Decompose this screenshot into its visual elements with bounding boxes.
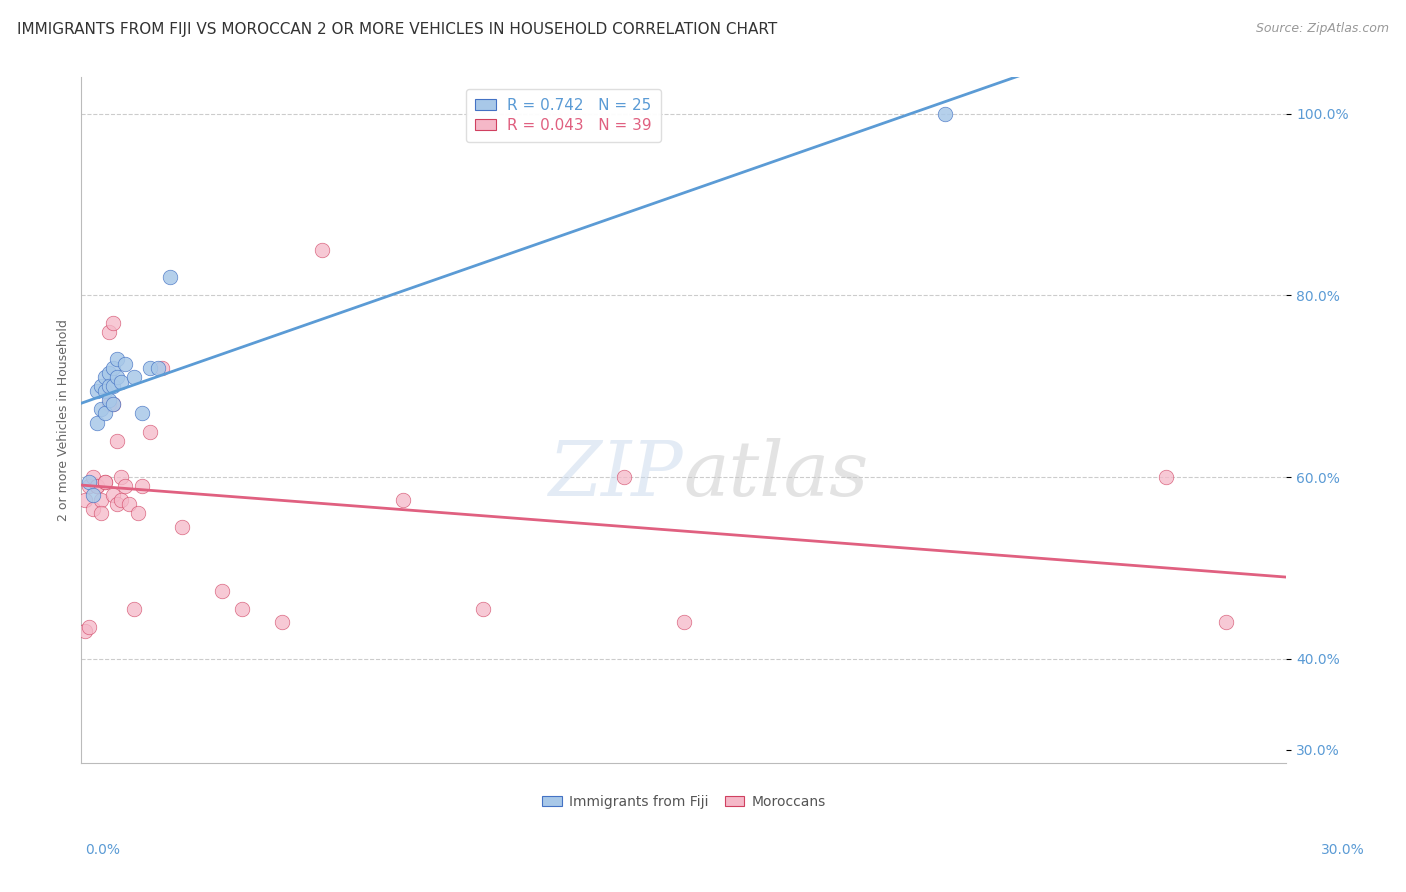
Point [934, 107, 956, 121]
Point [131, 407, 153, 421]
Point [672, 615, 695, 630]
Point [90, 507, 112, 521]
Point [110, 375, 132, 389]
Point [271, 615, 294, 630]
Point [159, 270, 181, 285]
Point [127, 507, 149, 521]
Point [90, 379, 112, 393]
Point [94, 475, 117, 489]
Point [110, 470, 132, 484]
Point [79, 479, 101, 493]
Text: Source: ZipAtlas.com: Source: ZipAtlas.com [1256, 22, 1389, 36]
Point [107, 351, 129, 366]
Point [103, 488, 125, 502]
Point [86, 479, 108, 493]
Point [75, 492, 97, 507]
Point [107, 370, 129, 384]
Point [98, 392, 121, 407]
Point [122, 601, 145, 615]
Point [122, 370, 145, 384]
Text: atlas: atlas [683, 438, 869, 512]
Point [170, 520, 193, 534]
Point [103, 316, 125, 330]
Point [118, 497, 141, 511]
Text: IMMIGRANTS FROM FIJI VS MOROCCAN 2 OR MORE VEHICLES IN HOUSEHOLD CORRELATION CHA: IMMIGRANTS FROM FIJI VS MOROCCAN 2 OR MO… [17, 22, 778, 37]
Point [1215, 615, 1237, 630]
Point [90, 401, 112, 416]
Point [231, 601, 253, 615]
Point [82, 501, 104, 516]
Point [86, 479, 108, 493]
Point [110, 492, 132, 507]
Point [311, 243, 333, 257]
Point [98, 366, 121, 380]
Text: ZIP: ZIP [550, 438, 683, 512]
Point [98, 379, 121, 393]
Point [103, 379, 125, 393]
Point [98, 397, 121, 411]
Text: 30.0%: 30.0% [1320, 843, 1365, 857]
Point [107, 497, 129, 511]
Point [211, 583, 233, 598]
Text: 0.0%: 0.0% [86, 843, 120, 857]
Point [86, 416, 108, 430]
Point [82, 470, 104, 484]
Point [103, 397, 125, 411]
Point [138, 425, 160, 439]
Point [82, 488, 104, 502]
Point [114, 357, 136, 371]
Point [472, 601, 495, 615]
Point [79, 620, 101, 634]
Point [150, 361, 173, 376]
Point [138, 361, 160, 376]
Point [94, 384, 117, 398]
Point [107, 434, 129, 448]
Legend: Immigrants from Fiji, Moroccans: Immigrants from Fiji, Moroccans [537, 789, 831, 814]
Point [90, 492, 112, 507]
Point [131, 479, 153, 493]
Point [98, 325, 121, 339]
Point [94, 370, 117, 384]
Point [86, 384, 108, 398]
Point [613, 470, 636, 484]
Point [1154, 470, 1177, 484]
Point [391, 492, 413, 507]
Point [75, 624, 97, 639]
Point [103, 361, 125, 376]
Point [103, 397, 125, 411]
Point [114, 479, 136, 493]
Point [94, 475, 117, 489]
Point [79, 475, 101, 489]
Y-axis label: 2 or more Vehicles in Household: 2 or more Vehicles in Household [58, 319, 70, 521]
Point [146, 361, 169, 376]
Point [94, 407, 117, 421]
